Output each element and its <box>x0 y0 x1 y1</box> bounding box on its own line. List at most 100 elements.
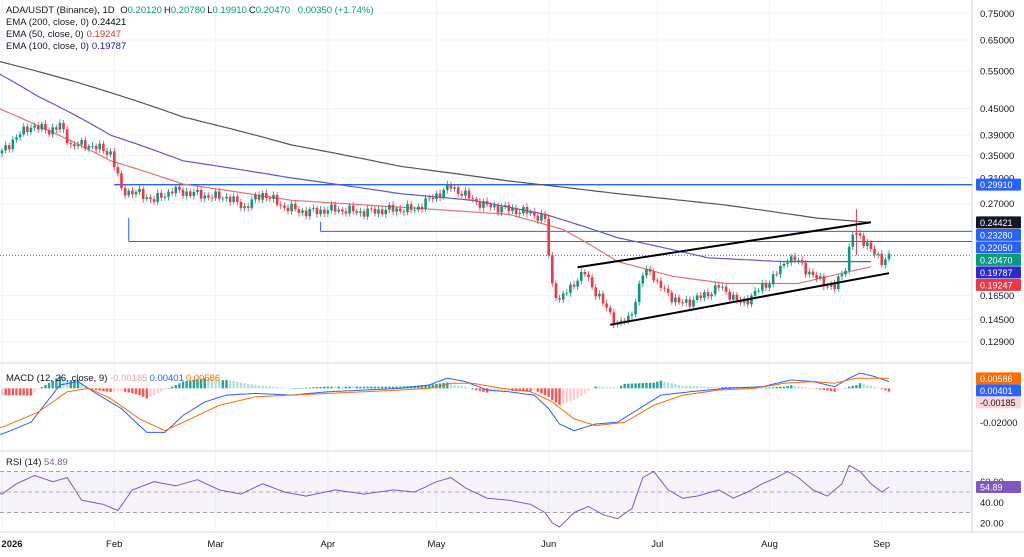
macd-histogram-bar <box>181 381 185 389</box>
candle-body <box>768 284 771 288</box>
rsi-tick-label: 20.00 <box>980 518 1004 529</box>
time-tick-label: Feb <box>106 539 122 550</box>
candle-body <box>576 280 579 287</box>
macd-histogram-bar <box>91 388 94 390</box>
candle-body <box>116 167 120 174</box>
candle-body <box>36 125 40 130</box>
symbol-line: ADA/USDT (Binance), 1D O0.20120 H0.20780 L… <box>6 5 376 17</box>
candle-body <box>757 290 760 292</box>
macd-histogram-bar <box>663 381 666 389</box>
macd-histogram-bar <box>94 388 98 391</box>
candle-body <box>344 211 348 214</box>
macd-histogram-bar <box>65 380 69 389</box>
macd-histogram-bar <box>388 386 391 389</box>
candle-body <box>131 190 134 195</box>
macd-histogram-bar <box>362 386 366 389</box>
macd-histogram-bar <box>797 386 800 389</box>
candle-body <box>210 197 214 199</box>
macd-histogram-bar <box>344 386 348 389</box>
macd-histogram-bar <box>294 388 297 389</box>
macd-histogram-bar <box>225 379 228 389</box>
candle-body <box>44 123 47 130</box>
macd-histogram-bar <box>330 386 333 389</box>
candle-body <box>858 233 862 236</box>
macd-histogram-bar <box>308 387 311 389</box>
candle-body <box>460 193 464 196</box>
macd-histogram-bar <box>272 386 275 389</box>
candle-body <box>33 125 36 128</box>
candle-body <box>511 207 514 212</box>
macd-histogram-bar <box>203 378 206 389</box>
candle-body <box>348 205 351 214</box>
macd-histogram-bar <box>98 388 101 391</box>
macd-histogram-bar <box>779 386 782 389</box>
candle-body <box>608 307 612 313</box>
candle-body <box>446 184 449 190</box>
candle-body <box>326 210 330 214</box>
macd-histogram-bar <box>69 380 72 389</box>
macd-histogram-bar <box>297 388 301 389</box>
candle-body <box>746 298 750 305</box>
candle-body <box>503 205 507 207</box>
macd-histogram-bar <box>207 378 210 389</box>
candle-body <box>170 191 174 194</box>
candle-body <box>268 198 272 199</box>
candle-body <box>583 271 587 275</box>
candle-body <box>196 189 199 193</box>
macd-histogram-bar <box>674 384 677 389</box>
macd-histogram-bar <box>131 388 134 394</box>
macd-histogram-bar <box>163 388 167 391</box>
candle-body <box>102 143 105 152</box>
candle-body <box>873 248 876 255</box>
macd-histogram-bar <box>771 387 775 389</box>
macd-histogram-bar <box>26 388 29 396</box>
candle-body <box>551 255 554 284</box>
candle-body <box>865 242 869 247</box>
macd-histogram-bar <box>254 384 257 389</box>
candle-body <box>120 173 123 189</box>
macd-histogram-bar <box>355 386 358 389</box>
macd-histogram-bar <box>580 388 583 396</box>
candle-body <box>779 265 782 275</box>
macd-histogram-bar <box>594 386 597 389</box>
candle-body <box>847 246 851 271</box>
macd-histogram-bar <box>634 383 637 389</box>
candle-body <box>507 205 511 212</box>
time-tick-label: Aug <box>761 539 778 550</box>
macd-histogram-bar <box>677 384 681 389</box>
macd-histogram-bar <box>380 386 384 389</box>
time-tick-label: Sep <box>873 539 890 550</box>
candle-body <box>254 195 257 200</box>
price-tick-label: 0.45000 <box>980 104 1014 115</box>
candle-body <box>804 262 808 275</box>
candle-body <box>760 283 764 291</box>
candle-body <box>833 283 836 290</box>
candle-body <box>659 280 663 288</box>
candle-body <box>65 129 69 144</box>
macd-histogram-bar <box>417 385 420 389</box>
macd-histogram-bar <box>710 386 713 389</box>
macd-histogram-bar <box>714 387 717 389</box>
candle-body <box>257 195 261 200</box>
macd-histogram-bar <box>391 386 395 389</box>
price-tag: 0.29910 <box>980 180 1013 190</box>
candle-body <box>840 274 844 277</box>
macd-histogram-bar <box>44 384 47 389</box>
candle-body <box>73 144 76 147</box>
time-tick-label: Jul <box>651 539 663 550</box>
macd-tag-bg <box>976 396 1021 409</box>
rsi-tag-bg <box>976 480 1021 493</box>
price-change: 0.00350 (+1.74%) <box>297 5 374 16</box>
macd-histogram-bar <box>601 386 605 389</box>
candle-body <box>500 206 503 213</box>
macd-histogram-bar <box>442 382 445 389</box>
macd-histogram-bar <box>304 387 308 389</box>
candle-body <box>58 122 62 130</box>
candle-body <box>688 299 692 307</box>
candle-body <box>239 201 243 209</box>
price-tick-label: 0.12900 <box>980 337 1014 348</box>
ema100-line <box>0 73 871 263</box>
candle-body <box>159 192 163 198</box>
ohlc-l: L0.19910 <box>207 5 247 16</box>
macd-histogram-bar <box>384 386 387 389</box>
